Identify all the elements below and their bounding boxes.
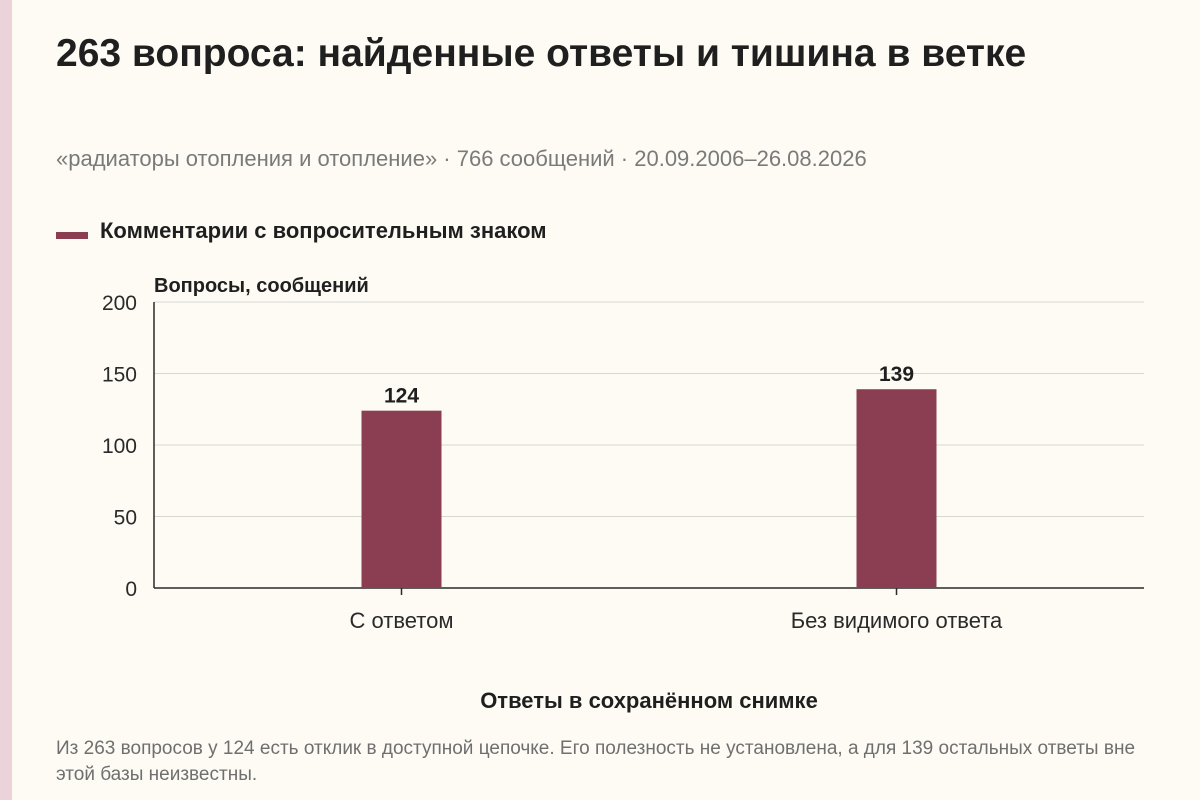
legend: Комментарии с вопросительным знаком	[56, 218, 547, 244]
accent-strip	[0, 0, 12, 800]
legend-label: Комментарии с вопросительным знаком	[100, 218, 547, 243]
bar	[361, 410, 442, 588]
bar	[856, 389, 937, 588]
chart-subtitle: «радиаторы отопления и отопление» · 766 …	[56, 146, 867, 171]
bar-value-label: 124	[384, 385, 419, 408]
x-tick-label: С ответом	[350, 608, 454, 633]
x-tick-label: Без видимого ответа	[791, 608, 1003, 633]
y-axis-label: Вопросы, сообщений	[154, 275, 369, 297]
y-tick-label: 150	[102, 364, 137, 387]
y-tick-label: 200	[102, 292, 137, 315]
chart-title: 263 вопроса: найденные ответы и тишина в…	[56, 32, 1027, 75]
y-tick-label: 0	[125, 578, 137, 601]
legend-swatch	[56, 231, 88, 239]
x-axis-label: Ответы в сохранённом снимке	[480, 688, 818, 713]
footnote: Из 263 вопросов у 124 есть отклик в дост…	[56, 738, 1136, 785]
y-tick-label: 100	[102, 435, 137, 458]
y-tick-label: 50	[114, 507, 137, 530]
bar-value-label: 139	[879, 363, 914, 386]
